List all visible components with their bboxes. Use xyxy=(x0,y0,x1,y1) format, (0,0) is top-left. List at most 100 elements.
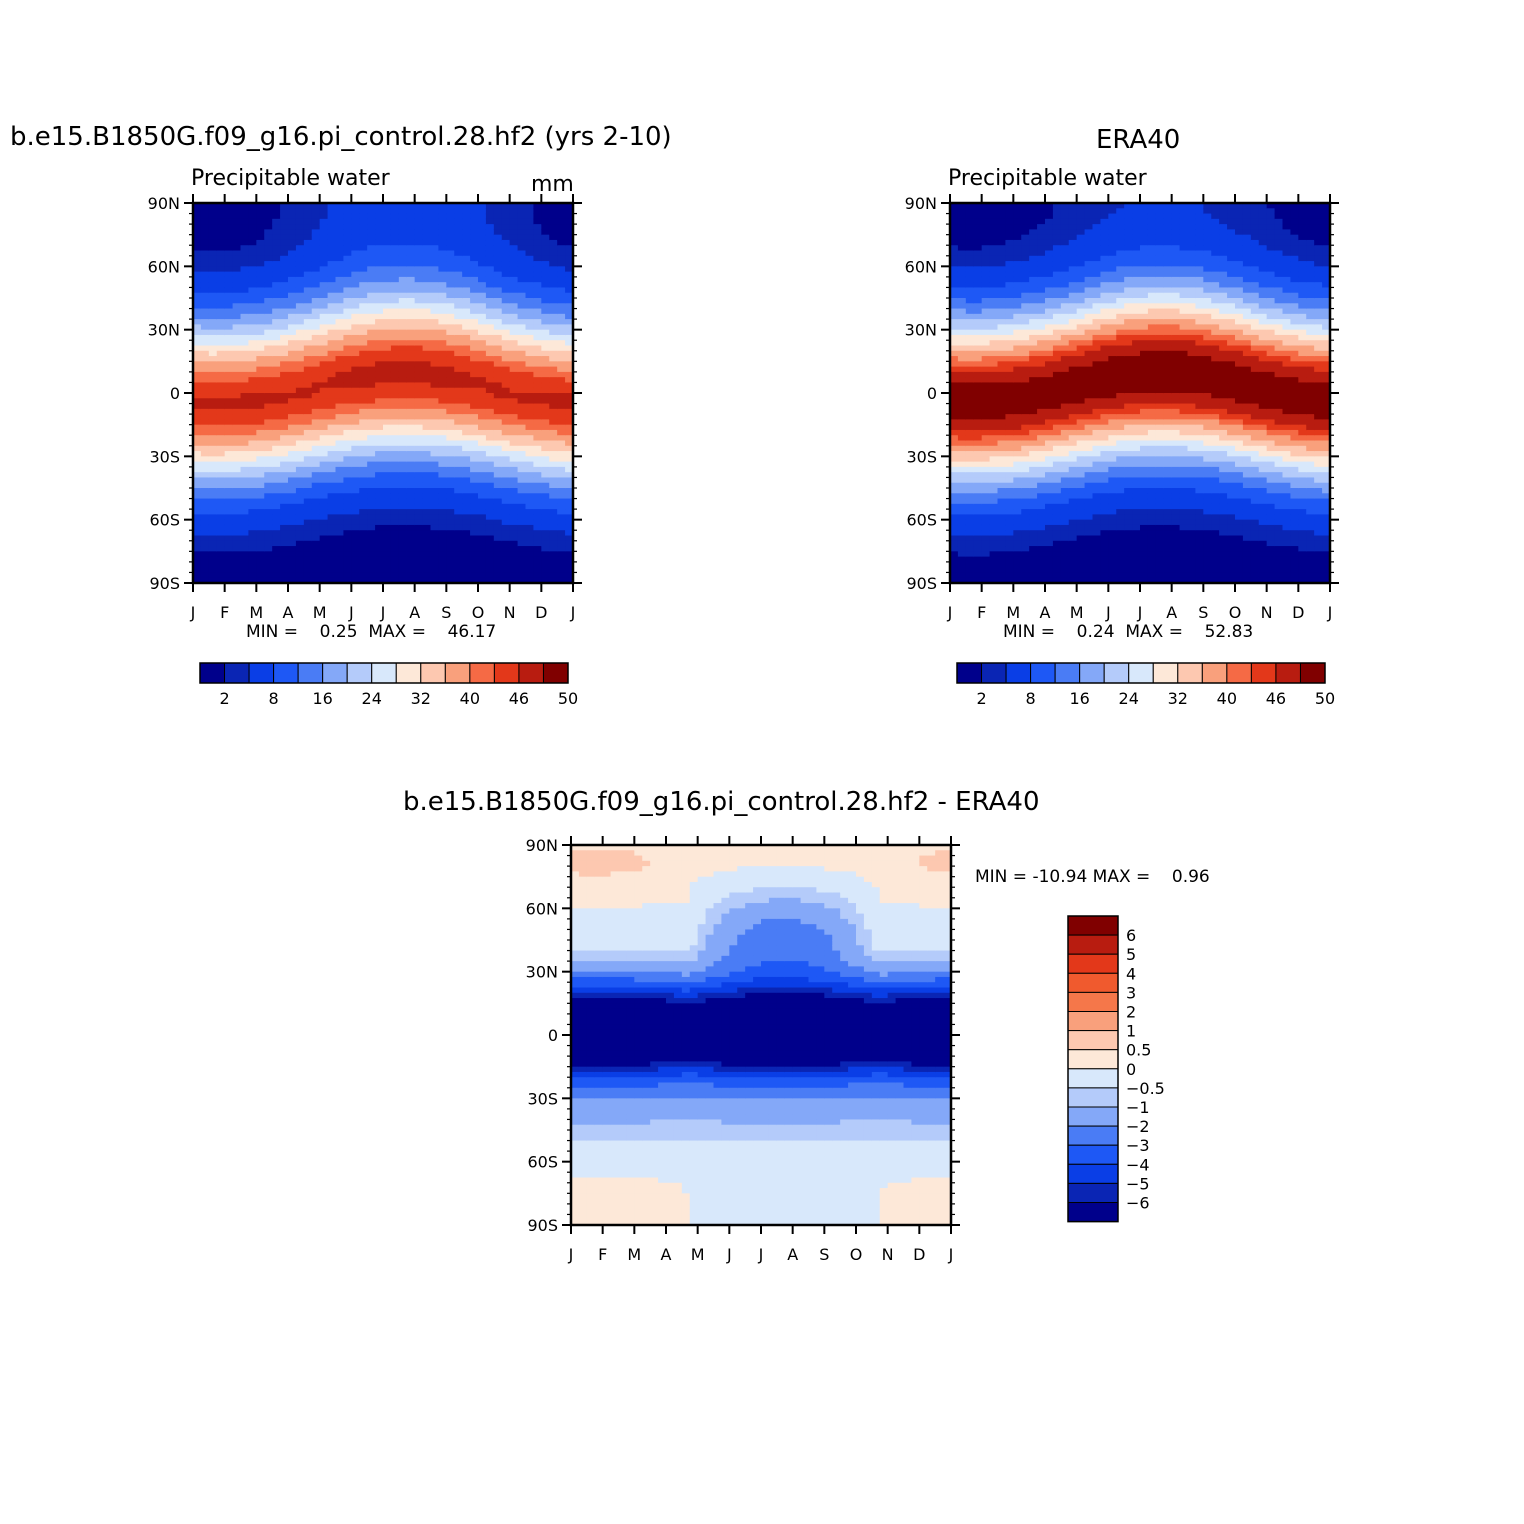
field-cell xyxy=(224,319,234,325)
field-cell xyxy=(406,524,416,531)
field-cell xyxy=(430,224,440,230)
field-cell xyxy=(1084,472,1094,479)
field-cell xyxy=(240,261,250,267)
field-cell xyxy=(541,561,550,568)
field-cell xyxy=(541,498,550,505)
field-cell xyxy=(462,556,471,563)
field-cell xyxy=(549,298,558,304)
field-cell xyxy=(446,371,455,378)
field-cell xyxy=(1068,556,1078,563)
field-cell xyxy=(390,393,400,399)
field-cell xyxy=(541,298,550,304)
field-cell xyxy=(454,255,463,262)
field-cell xyxy=(981,403,991,410)
field-cell xyxy=(541,261,550,267)
field-cell xyxy=(1013,313,1022,320)
field-cell xyxy=(224,356,234,362)
field-cell xyxy=(367,287,376,294)
field-cell xyxy=(319,540,329,547)
field-cell xyxy=(256,319,265,325)
field-cell xyxy=(343,319,352,325)
field-cell xyxy=(264,329,273,336)
field-cell xyxy=(359,561,368,568)
field-cell xyxy=(367,530,376,537)
field-cell xyxy=(351,356,360,362)
field-cell xyxy=(1060,456,1070,463)
field-cell xyxy=(224,561,234,568)
field-cell xyxy=(957,276,967,283)
field-cell xyxy=(454,429,463,436)
field-cell xyxy=(565,488,574,494)
field-cell xyxy=(501,488,511,494)
field-cell xyxy=(957,377,967,384)
field-cell xyxy=(375,424,384,431)
field-cell xyxy=(280,577,289,584)
field-cell xyxy=(485,366,495,373)
field-cell xyxy=(557,424,566,431)
field-cell xyxy=(557,408,566,415)
field-cell xyxy=(319,203,329,209)
field-cell xyxy=(264,282,273,289)
field-cell xyxy=(264,408,273,415)
field-cell xyxy=(1052,245,1062,252)
field-cell xyxy=(351,255,360,262)
field-cell xyxy=(462,250,471,257)
field-cell xyxy=(311,292,321,299)
field-cell xyxy=(359,261,368,267)
field-cell xyxy=(343,477,352,484)
field-cell xyxy=(232,498,242,505)
field-cell xyxy=(509,334,519,341)
field-cell xyxy=(525,334,535,341)
field-cell xyxy=(501,366,511,373)
field-cell xyxy=(965,567,975,574)
field-cell xyxy=(470,239,479,246)
field-cell xyxy=(1013,361,1022,368)
field-cell xyxy=(288,377,297,384)
field-cell xyxy=(216,213,226,220)
field-cell xyxy=(208,366,218,373)
field-cell xyxy=(957,440,967,447)
field-cell xyxy=(200,482,210,489)
field-cell xyxy=(1005,234,1014,241)
field-cell xyxy=(493,546,503,552)
field-cell xyxy=(485,519,495,526)
field-cell xyxy=(557,340,566,347)
field-cell xyxy=(1076,224,1086,230)
field-cell xyxy=(1052,429,1062,436)
field-cell xyxy=(493,398,503,405)
field-cell xyxy=(525,567,535,574)
field-cell xyxy=(517,493,527,500)
field-cell xyxy=(981,303,991,310)
field-cell xyxy=(288,329,297,336)
field-cell xyxy=(501,340,511,347)
field-cell xyxy=(549,334,558,341)
field-cell xyxy=(517,440,527,447)
field-cell xyxy=(414,440,424,447)
field-cell xyxy=(965,514,975,521)
field-cell xyxy=(454,208,463,215)
field-cell xyxy=(533,488,542,494)
field-cell xyxy=(493,255,503,262)
field-cell xyxy=(1021,546,1030,552)
field-cell xyxy=(193,535,202,542)
field-cell xyxy=(485,572,495,579)
field-cell xyxy=(422,540,432,547)
field-cell xyxy=(406,334,416,341)
field-cell xyxy=(517,488,527,494)
field-cell xyxy=(981,477,991,484)
field-cell xyxy=(367,313,376,320)
field-cell xyxy=(311,429,321,436)
field-cell xyxy=(565,519,574,526)
field-cell xyxy=(1021,561,1030,568)
field-cell xyxy=(280,224,289,230)
field-cell xyxy=(1060,313,1070,320)
field-cell xyxy=(359,493,368,500)
field-cell xyxy=(501,298,511,304)
field-cell xyxy=(470,329,479,336)
field-cell xyxy=(193,551,202,558)
field-cell xyxy=(438,203,447,209)
field-cell xyxy=(311,366,321,373)
field-cell xyxy=(1037,445,1046,452)
field-cell xyxy=(351,403,360,410)
field-cell xyxy=(438,218,447,225)
